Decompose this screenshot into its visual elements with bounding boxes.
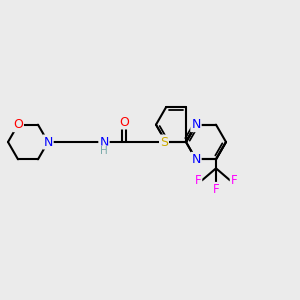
- Text: F: F: [231, 174, 237, 187]
- Text: N: N: [99, 136, 109, 148]
- Text: O: O: [13, 118, 23, 131]
- Text: N: N: [43, 136, 53, 148]
- Text: F: F: [213, 183, 219, 196]
- Text: N: N: [191, 118, 201, 131]
- Text: S: S: [160, 136, 168, 148]
- Text: H: H: [100, 146, 108, 156]
- Text: F: F: [195, 174, 201, 187]
- Text: N: N: [191, 153, 201, 166]
- Text: O: O: [119, 116, 129, 128]
